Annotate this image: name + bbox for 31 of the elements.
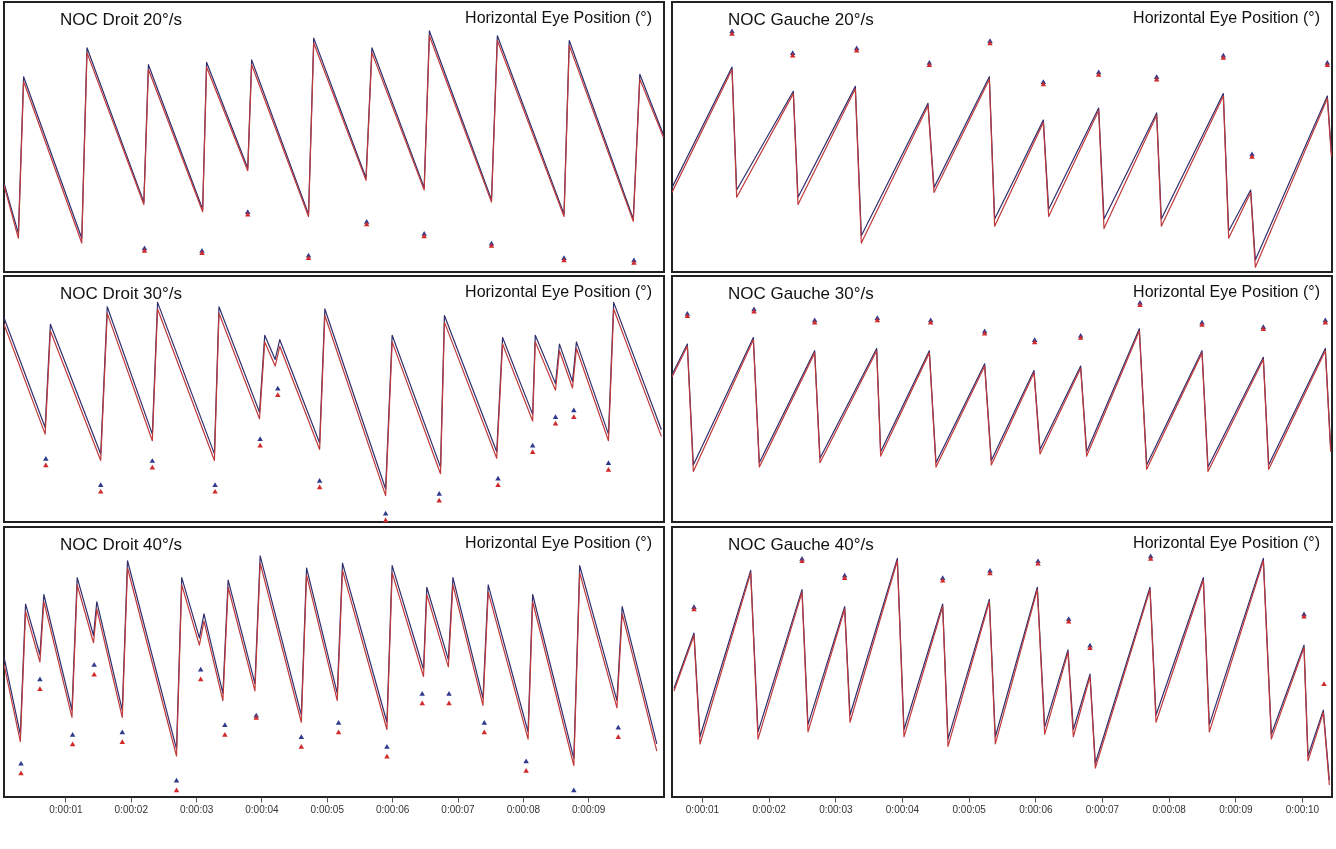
x-tick-label: 0:00:07 [1085, 803, 1120, 815]
chart-title: NOC Gauche 40°/s [728, 535, 874, 554]
x-tick-label: 0:00:01 [685, 803, 720, 815]
chart-title: NOC Droit 30°/s [60, 284, 183, 303]
y-axis-title: Horizontal Eye Position (°) [1133, 534, 1320, 551]
chart-title: NOC Gauche 30°/s [728, 284, 874, 303]
x-tick-label: 0:00:05 [952, 803, 987, 815]
x-tick-label: 0:00:10 [1285, 803, 1320, 815]
x-tick-label: 0:00:09 [1219, 803, 1253, 815]
x-tick-label: 0:00:06 [1019, 803, 1053, 815]
y-axis-title: Horizontal Eye Position (°) [465, 9, 652, 26]
x-tick-label: 0:00:04 [245, 803, 280, 815]
y-axis-title: Horizontal Eye Position (°) [1133, 283, 1320, 300]
x-tick-label: 0:00:08 [506, 803, 541, 815]
y-axis-title: Horizontal Eye Position (°) [465, 534, 652, 551]
x-tick-label: 0:00:09 [572, 803, 606, 815]
x-tick-label: 0:00:06 [375, 803, 410, 815]
x-tick-label: 0:00:03 [819, 803, 853, 815]
y-axis-title: Horizontal Eye Position (°) [1133, 9, 1320, 26]
x-tick-label: 0:00:01 [49, 803, 84, 815]
x-tick-label: 0:00:05 [310, 803, 345, 815]
y-axis-title: Horizontal Eye Position (°) [465, 283, 652, 300]
x-tick-label: 0:00:08 [1152, 803, 1187, 815]
x-tick-label: 0:00:02 [114, 803, 149, 815]
x-tick-label: 0:00:04 [885, 803, 920, 815]
chart-title: NOC Droit 40°/s [60, 535, 183, 554]
x-tick-label: 0:00:03 [179, 803, 214, 815]
chart-title: NOC Droit 20°/s [60, 10, 183, 29]
x-tick-label: 0:00:02 [752, 803, 787, 815]
x-tick-label: 0:00:07 [441, 803, 476, 815]
chart-title: NOC Gauche 20°/s [728, 10, 874, 29]
